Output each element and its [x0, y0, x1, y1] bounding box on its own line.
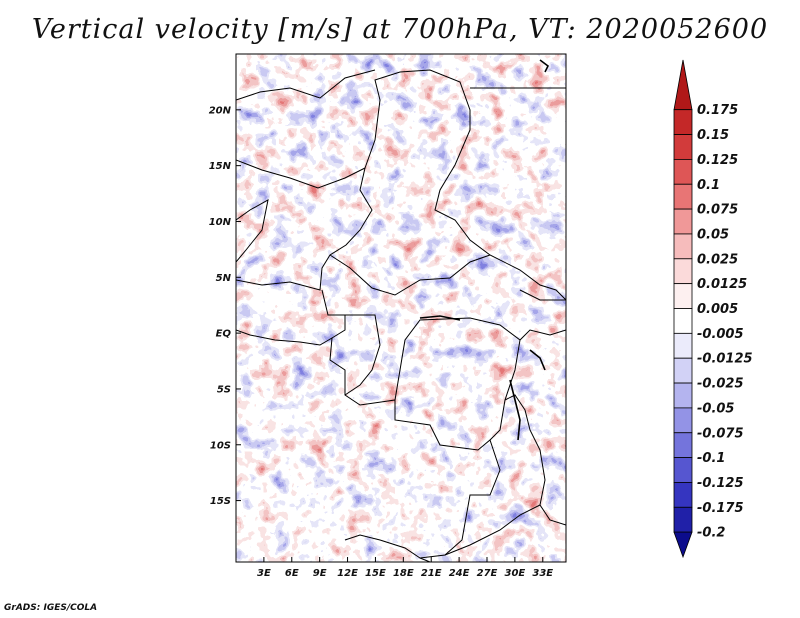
- colorbar-swatch: [673, 258, 693, 285]
- lon-tick-label: 33E: [532, 568, 553, 579]
- colorbar-level-label: -0.125: [697, 476, 744, 491]
- lon-tick-label: 24E: [449, 568, 470, 579]
- colorbar-swatch: [673, 506, 693, 533]
- colorbar-swatch: [673, 308, 693, 334]
- colorbar-level-label: 0.075: [697, 203, 738, 218]
- lon-tick-label: 18E: [393, 568, 414, 579]
- longitude-axis: 3E 6E 9E 12E 15E 18E 21E 24E 27E 30E 33E: [257, 557, 553, 579]
- colorbar-swatch: [673, 332, 693, 359]
- colorbar-swatch: [673, 457, 693, 483]
- colorbar-level-label: 0.125: [697, 153, 738, 168]
- lat-tick-label: 10N: [209, 217, 232, 228]
- colorbar-swatch: [673, 357, 693, 384]
- lon-tick-label: 3E: [257, 568, 271, 579]
- colorbar-swatch: [673, 531, 693, 559]
- lon-tick-label: 15E: [365, 568, 386, 579]
- lat-tick-label: 15S: [210, 496, 231, 507]
- colorbar-level-label: -0.005: [697, 327, 744, 342]
- lon-tick-label: 12E: [337, 568, 358, 579]
- lakes-and-rivers: [419, 59, 550, 441]
- grads-credit: GrADS: IGES/COLA: [4, 603, 98, 613]
- colorbar-level-label: 0.175: [697, 103, 738, 118]
- lon-tick-label: 9E: [313, 568, 327, 579]
- colorbar-swatch: [673, 134, 693, 160]
- colorbar-swatch: [673, 482, 693, 508]
- colorbar-level-label: -0.075: [697, 426, 744, 441]
- map-panel: 20N 15N 10N 5N EQ 5S 10S 15S 3E 6E 9E 12E 15E 18E 21E…: [209, 53, 567, 579]
- colorbar-level-label: -0.1: [697, 451, 725, 466]
- plot-title: Vertical velocity [m/s] at 700hPa, VT: 2…: [31, 14, 769, 45]
- colorbar-swatch: [673, 382, 693, 409]
- colorbar-swatch: [673, 432, 693, 459]
- colorbar-swatch: [673, 208, 693, 235]
- country-borders: [236, 69, 566, 562]
- colorbar-swatch: [673, 59, 693, 111]
- lat-tick-label: 10S: [210, 440, 231, 451]
- colorbar-swatch: [673, 109, 693, 135]
- colorbar-level-label: 0.1: [697, 178, 720, 193]
- colorbar-swatch: [673, 233, 693, 260]
- lon-tick-label: 27E: [477, 568, 498, 579]
- colorbar-level-label: 0.05: [697, 227, 729, 242]
- lon-tick-label: 6E: [285, 568, 299, 579]
- colorbar: 0.175 0.15 0.125 0.1 0.075 0.05 0.025 0.0125 0.0…: [673, 59, 753, 559]
- colorbar-swatch: [673, 283, 693, 309]
- colorbar-swatch: [673, 183, 693, 210]
- colorbar-level-label: -0.025: [697, 377, 744, 392]
- lat-tick-label: 5N: [216, 273, 232, 284]
- colorbar-level-label: 0.005: [697, 302, 738, 317]
- lat-tick-label: 15N: [209, 161, 232, 172]
- colorbar-level-label: 0.025: [697, 252, 738, 267]
- colorbar-level-label: -0.2: [697, 526, 725, 541]
- lat-tick-label: EQ: [216, 329, 232, 340]
- lon-tick-label: 21E: [421, 568, 442, 579]
- map-frame: [235, 53, 567, 563]
- colorbar-level-label: 0.15: [697, 128, 729, 143]
- colorbar-swatch: [673, 158, 693, 185]
- colorbar-level-label: -0.175: [697, 501, 744, 516]
- colorbar-level-label: -0.05: [697, 401, 734, 416]
- colorbar-level-label: -0.0125: [697, 352, 753, 367]
- colorbar-level-label: 0.0125: [697, 277, 747, 292]
- lat-tick-label: 20N: [209, 105, 232, 116]
- colorbar-swatch: [673, 407, 693, 434]
- vertical-velocity-field: [236, 54, 566, 562]
- lat-tick-label: 5S: [217, 384, 231, 395]
- latitude-axis: 20N 15N 10N 5N EQ 5S 10S 15S: [209, 105, 241, 507]
- lon-tick-label: 30E: [504, 568, 525, 579]
